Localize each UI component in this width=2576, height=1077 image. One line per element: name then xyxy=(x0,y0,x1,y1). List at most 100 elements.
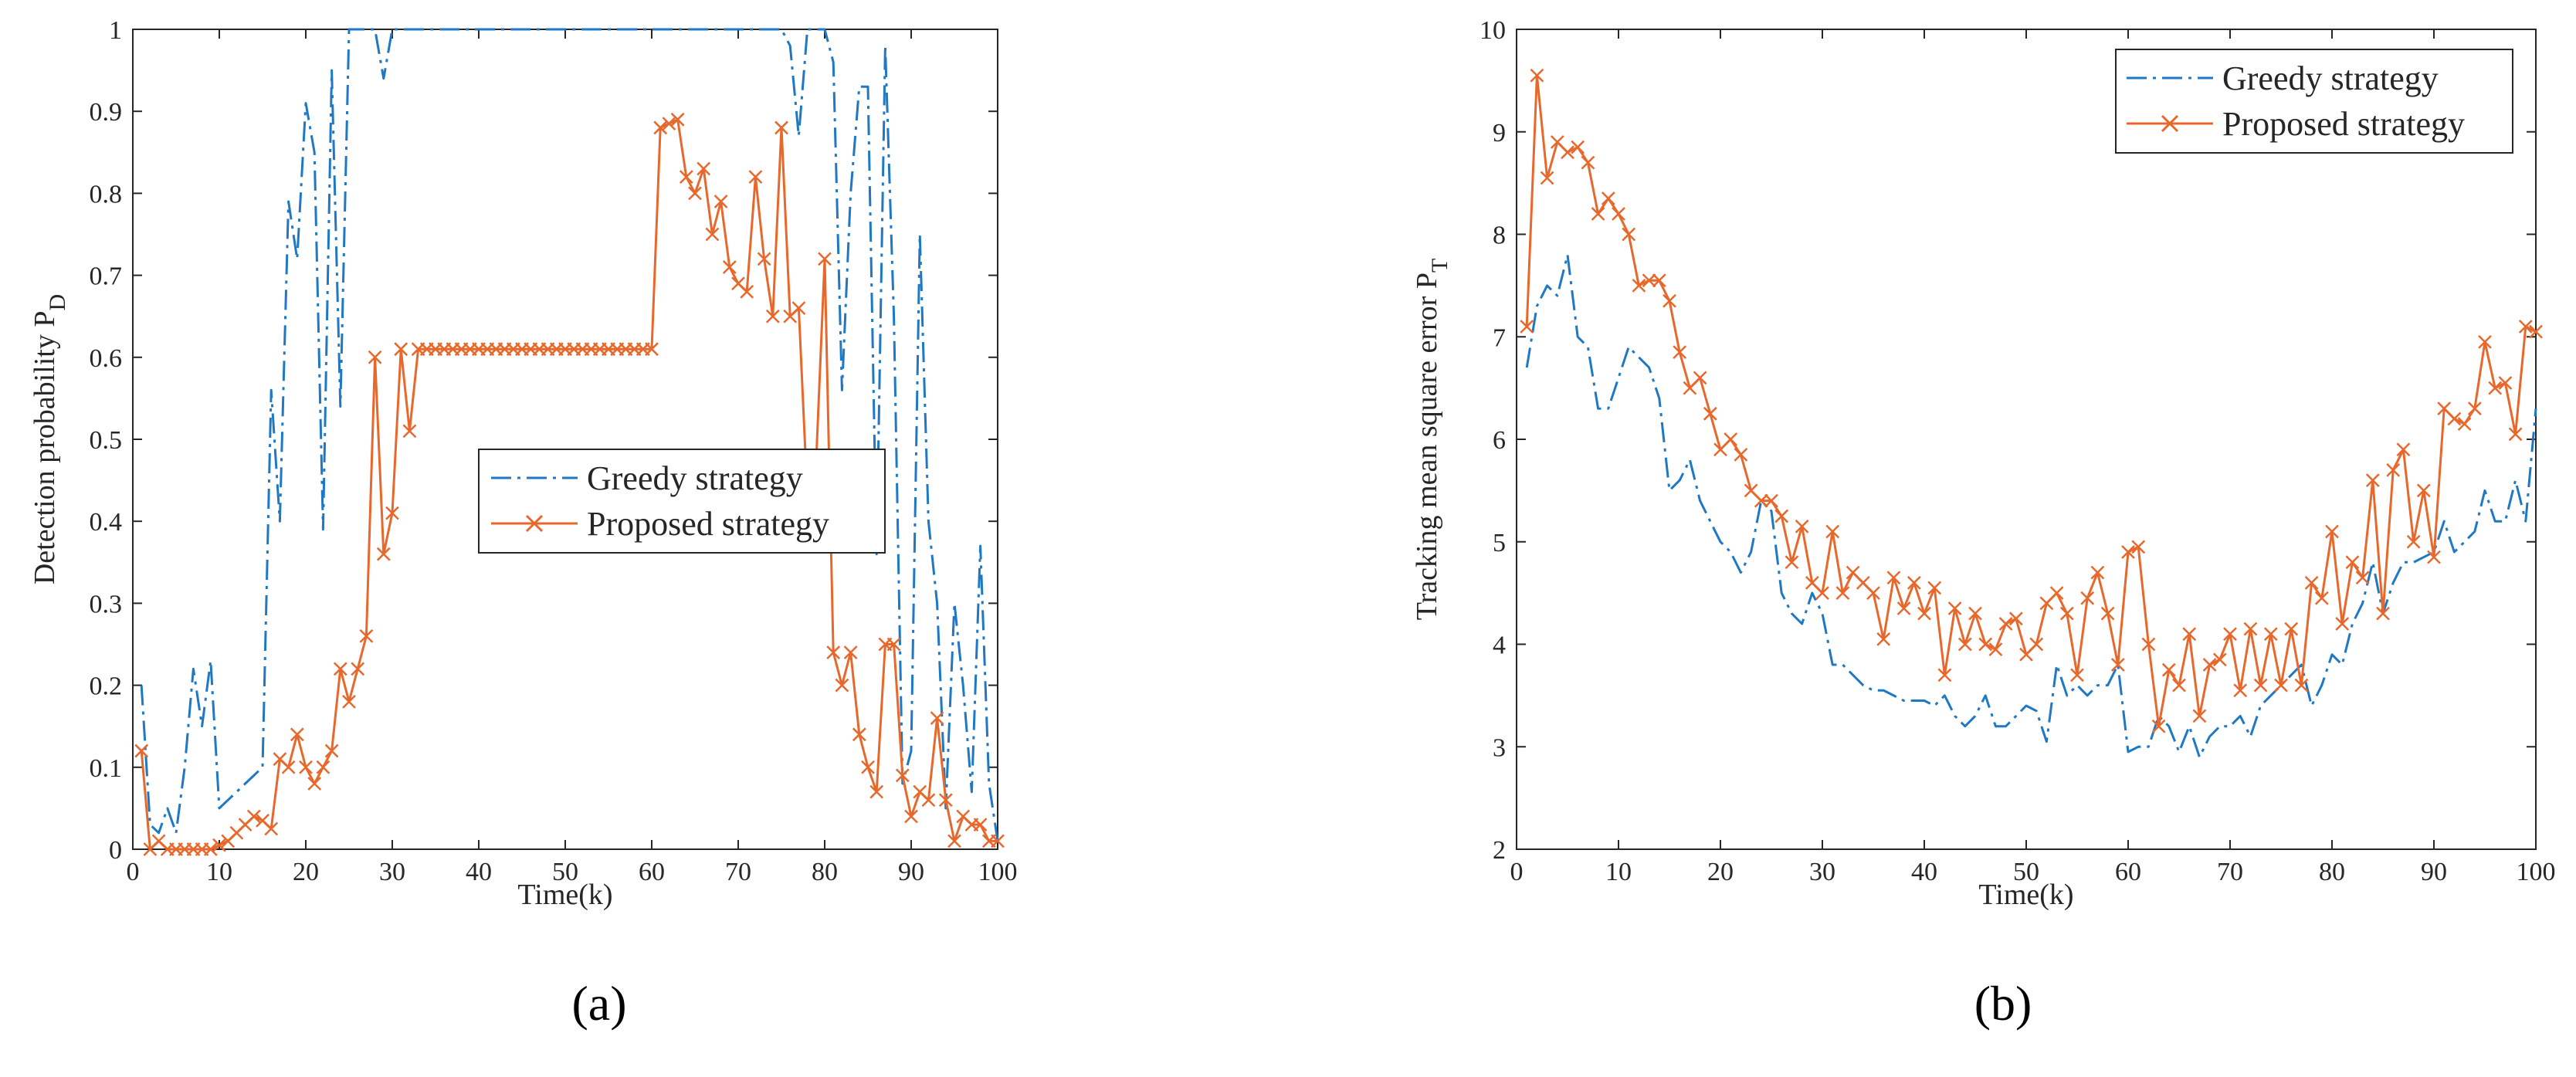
chart-b-point-proposed xyxy=(2447,411,2462,426)
chart-b-point-proposed xyxy=(2284,621,2299,636)
chart-b-point-proposed xyxy=(1886,571,1901,585)
chart-b-point-proposed xyxy=(1978,637,1993,652)
chart-b-point-proposed xyxy=(1937,668,1952,682)
chart-a-point-proposed xyxy=(203,842,218,856)
chart-b-point-proposed xyxy=(1693,371,1707,385)
chart-a-legend-proposed-label: Proposed strategy xyxy=(587,505,829,543)
chart-a-point-proposed xyxy=(212,838,226,852)
chart-b-point-proposed xyxy=(1530,68,1544,83)
chart-b-xtick-label: 40 xyxy=(1911,858,1937,886)
chart-b-point-proposed xyxy=(2110,658,2125,672)
chart-a-ytick-label: 0.2 xyxy=(90,672,123,701)
chart-a-point-proposed xyxy=(645,342,659,357)
chart-b-point-proposed xyxy=(2059,606,2074,621)
chart-b-point-proposed xyxy=(1591,207,1605,221)
chart-a-point-proposed xyxy=(333,662,347,676)
chart-b-point-proposed xyxy=(2202,658,2217,672)
chart-b-point-proposed xyxy=(1581,155,1595,170)
chart-a-xlabel: Time(k) xyxy=(517,879,612,911)
chart-a-ylabel: Detection probability PD xyxy=(29,294,70,584)
chart-a-point-proposed xyxy=(342,694,356,709)
chart-b-point-proposed xyxy=(1703,406,1717,421)
chart-b-point-proposed xyxy=(1622,227,1636,242)
chart-b-point-proposed xyxy=(1907,575,1921,590)
chart-b-point-proposed xyxy=(2151,719,2166,733)
chart-b-point-proposed xyxy=(1601,191,1615,205)
chart-b-point-proposed xyxy=(2223,627,2237,642)
chart-a-point-proposed xyxy=(843,645,858,660)
chart-a-ytick-label: 0.6 xyxy=(90,344,123,373)
chart-a-ticks: 0 10 20 30 40 50 60 70 80 90 100 0 0.1 0.2 0.3 0.4 0.5 0.… xyxy=(90,16,1018,886)
chart-b-point-proposed xyxy=(2427,550,2441,564)
chart-b-ytick-label: 3 xyxy=(1493,733,1506,762)
chart-b-point-proposed xyxy=(1754,493,1768,508)
chart-a-point-proposed xyxy=(818,252,832,266)
chart-a-ytick-label: 1 xyxy=(109,16,122,45)
chart-a-point-proposed xyxy=(904,809,918,824)
chart-a-point-proposed xyxy=(670,112,685,127)
chart-a-point-proposed xyxy=(688,186,702,201)
chart-a-legend-proposed-marker xyxy=(525,514,544,533)
chart-b-point-proposed xyxy=(2345,555,2360,570)
chart-b-point-proposed xyxy=(2141,637,2156,652)
chart-a-point-proposed xyxy=(246,809,261,824)
chart-b-point-proposed xyxy=(2406,534,2421,549)
chart-a-point-proposed xyxy=(697,161,711,176)
chart-a-xtick-label: 100 xyxy=(978,858,1018,886)
chart-a-ytick-label: 0.9 xyxy=(90,98,123,127)
chart-a-point-proposed xyxy=(316,760,330,774)
chart-b-xtick-label: 90 xyxy=(2421,858,2447,886)
chart-b-legend: Greedy strategy Proposed strategy xyxy=(2115,49,2513,154)
chart-b-point-proposed xyxy=(2172,678,2186,693)
chart-a-point-proposed xyxy=(930,711,944,725)
chart-a-xtick-label: 50 xyxy=(552,858,578,886)
chart-b-xtick-label: 60 xyxy=(2115,858,2141,886)
chart-b-point-proposed xyxy=(1632,278,1646,293)
chart-a-ytick-label: 0.5 xyxy=(90,426,123,455)
chart-a-point-proposed xyxy=(351,662,365,676)
chart-b-ylabel: Tracking mean square error PT xyxy=(1411,259,1452,621)
chart-a-point-proposed xyxy=(713,195,728,208)
chart-b-point-proposed xyxy=(2008,611,2023,626)
chart-b-point-proposed xyxy=(1835,586,1850,601)
chart-b-point-proposed xyxy=(1917,606,1931,621)
chart-a-legend-box xyxy=(478,449,886,554)
chart-a-point-proposed xyxy=(852,727,866,742)
chart-a-point-proposed xyxy=(895,768,910,783)
chart-b-point-proposed xyxy=(1927,581,1942,595)
chart-b-point-proposed xyxy=(2049,586,2064,601)
chart-b-point-proposed xyxy=(1652,273,1666,288)
chart-a-point-proposed xyxy=(869,784,884,799)
chart-a-point-proposed xyxy=(653,120,668,135)
chart-a-xtick-label: 80 xyxy=(812,858,838,886)
chart-b-ticks: 0 10 20 30 40 50 60 70 80 90 100 2 3 4 5 6 7 8 9 10 xyxy=(1480,16,2556,886)
chart-b-point-proposed xyxy=(1673,345,1687,360)
chart-b-xtick-label: 70 xyxy=(2217,858,2243,886)
chart-b-point-proposed xyxy=(1866,586,1880,601)
chart-b-ytick-label: 7 xyxy=(1493,323,1506,352)
chart-b-ylabel-sub: T xyxy=(1427,259,1452,273)
chart-b-point-proposed xyxy=(1612,207,1625,221)
panel-label-a: (a) xyxy=(571,976,626,1031)
chart-b-ytick-label: 5 xyxy=(1493,529,1506,557)
chart-b-ytick-label: 2 xyxy=(1493,836,1506,865)
chart-b-point-proposed xyxy=(2314,591,2329,605)
chart-a-ytick-label: 0.8 xyxy=(90,180,123,208)
chart-b-point-proposed xyxy=(1795,519,1809,533)
chart-b-legend-greedy-label: Greedy strategy xyxy=(2222,59,2439,97)
chart-b-point-proposed xyxy=(1968,606,1982,621)
chart-a-ytick-label: 0.4 xyxy=(90,508,123,537)
chart-a-point-proposed xyxy=(705,227,720,242)
chart-a-point-proposed xyxy=(299,760,313,774)
chart-b-point-proposed xyxy=(1785,555,1799,570)
chart-b-point-proposed xyxy=(1774,509,1789,523)
chart-a-point-proposed xyxy=(861,760,875,774)
chart-b-point-proposed xyxy=(2294,678,2309,693)
chart-b-ytick-label: 6 xyxy=(1493,426,1506,455)
chart-b-point-proposed xyxy=(2396,442,2411,457)
chart-b-point-proposed xyxy=(2355,571,2370,585)
chart-b-point-proposed xyxy=(1947,601,1962,615)
chart-b-ylabel-main: Tracking mean square error P xyxy=(1411,273,1443,620)
chart-b-point-proposed xyxy=(1957,637,1972,652)
chart-a-point-proposed xyxy=(947,834,961,848)
